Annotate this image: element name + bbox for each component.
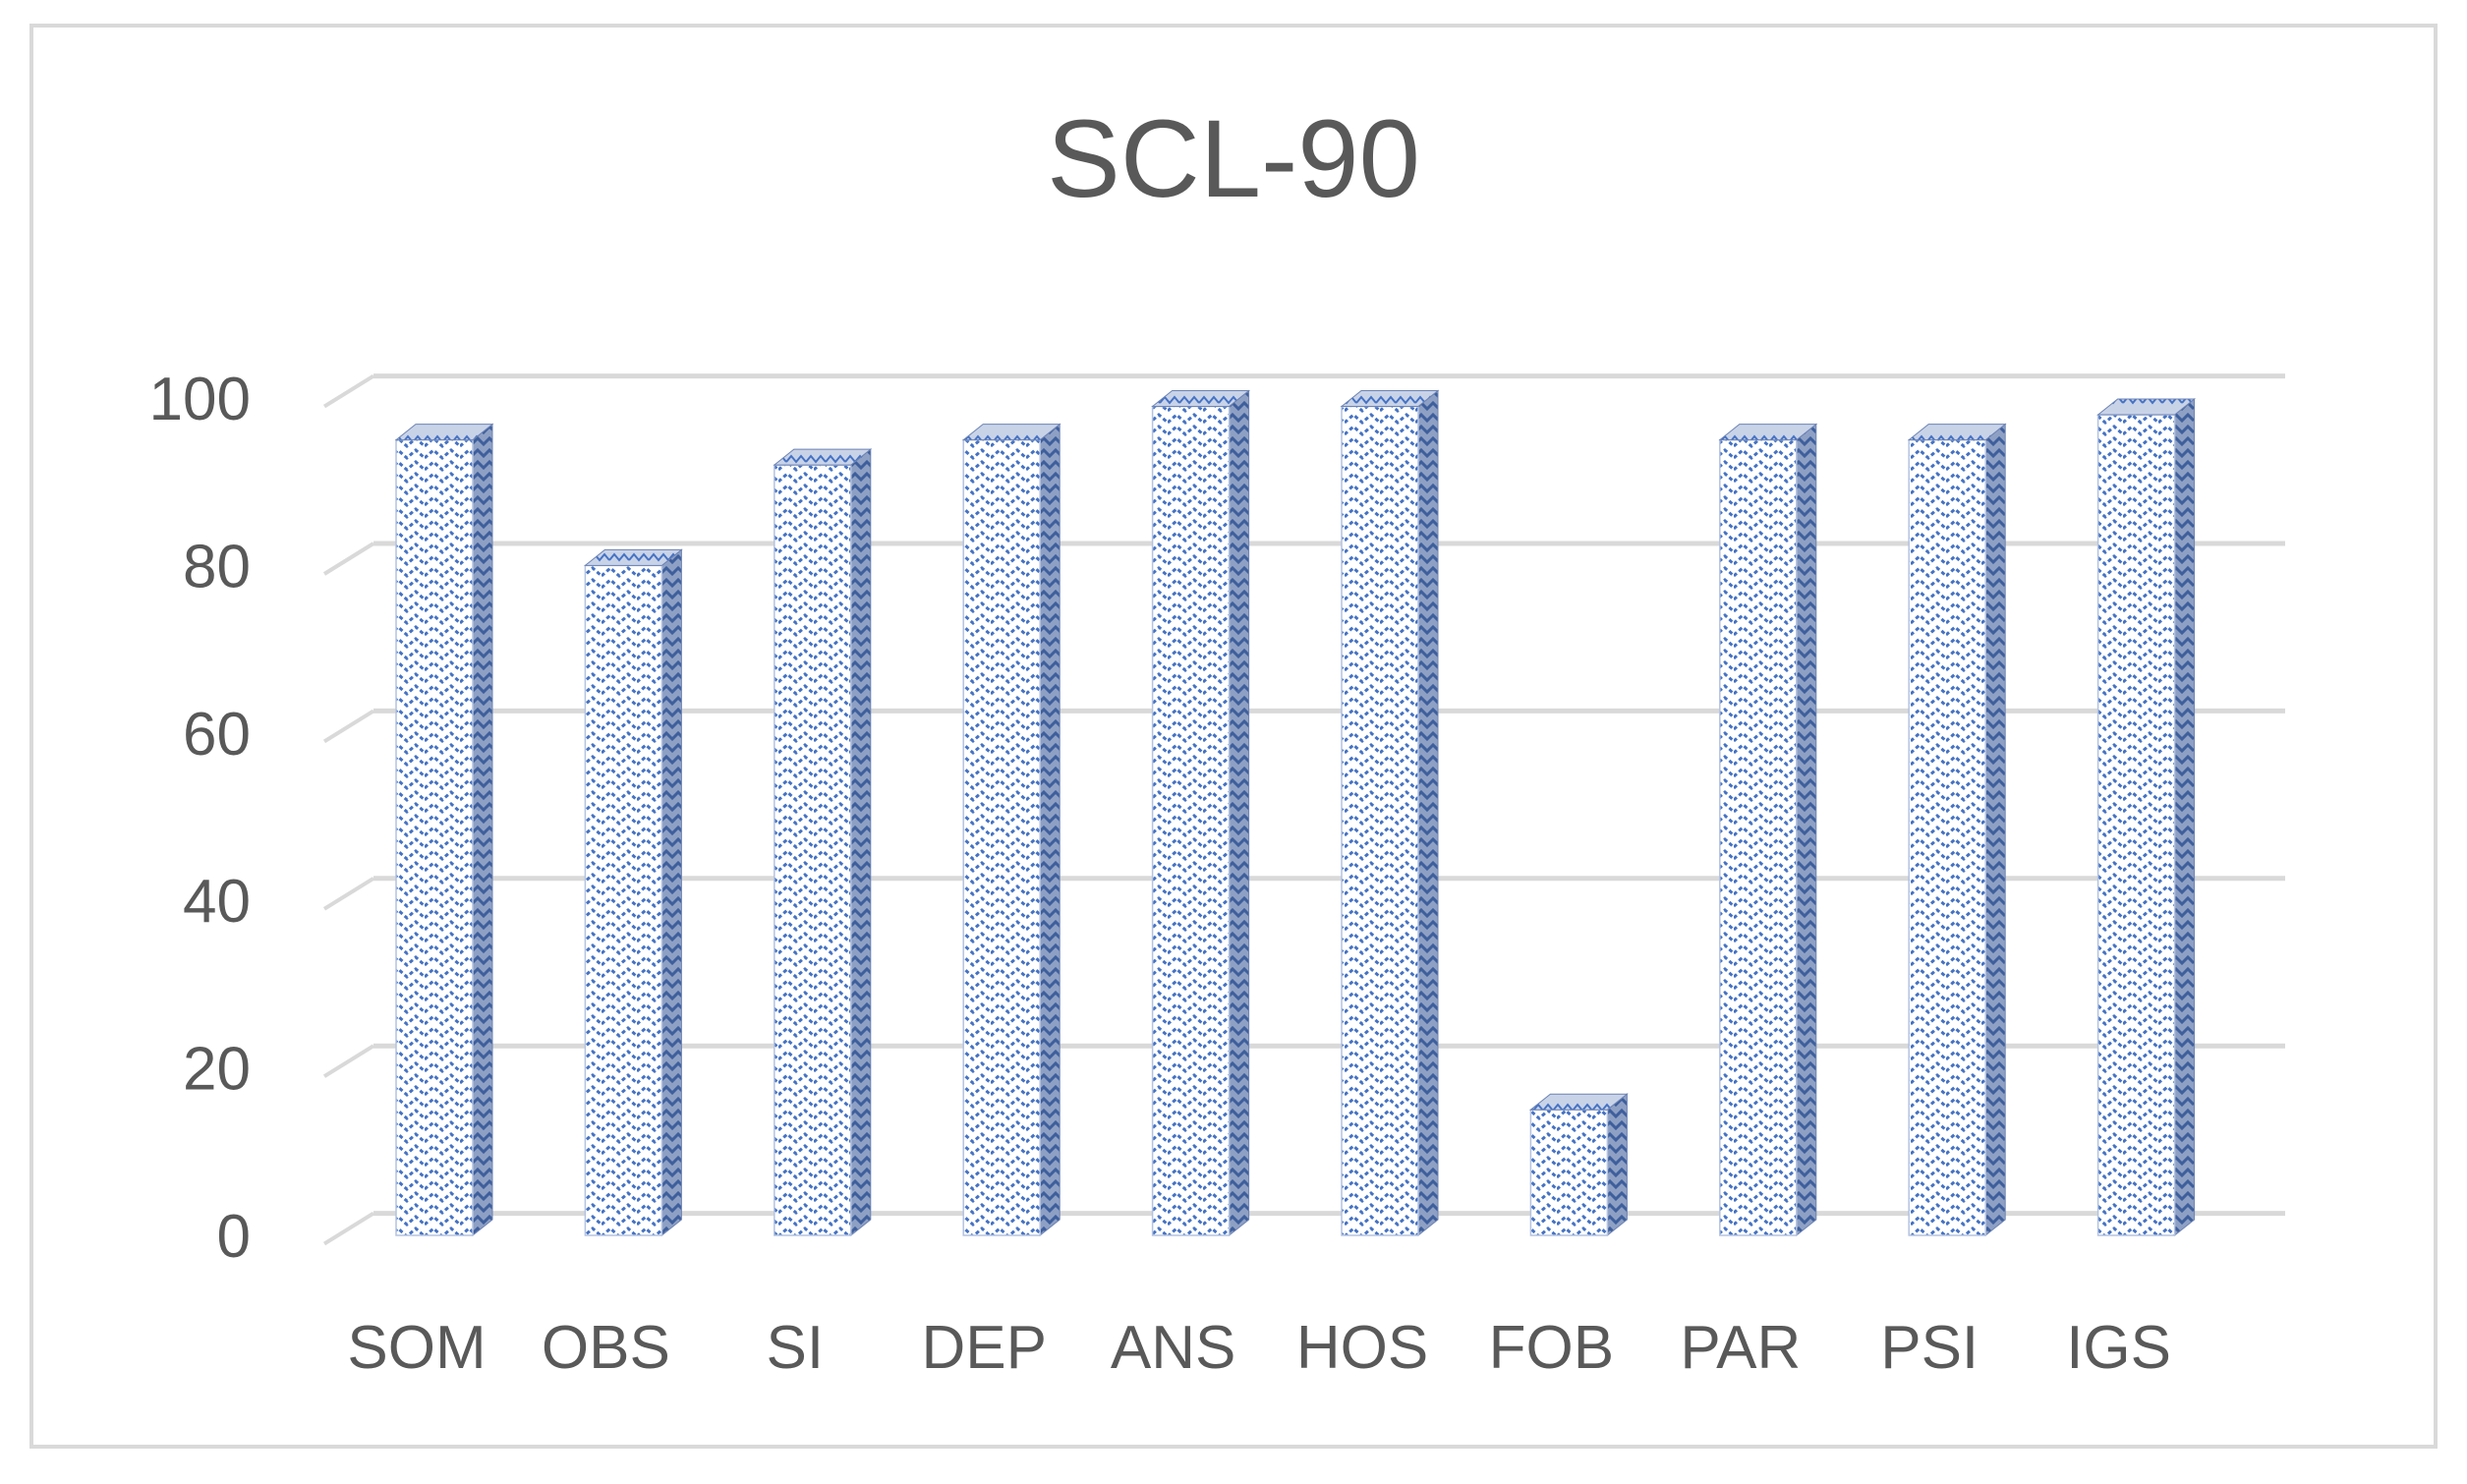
bar-front [1151,405,1231,1236]
bar-side [1796,423,1817,1237]
x-tick-label-par: PAR [1680,1314,1801,1382]
bar-front [584,564,663,1236]
y-tick-label: 60 [183,701,251,769]
x-tick-label-obs: OBS [542,1314,670,1382]
gridline-diagonal [322,709,375,744]
y-tick-label: 100 [149,366,251,433]
bar-fob [1528,1093,1629,1237]
x-tick-label-hos: HOS [1296,1314,1428,1382]
bar-front [1529,1109,1609,1236]
y-tick-label: 80 [183,533,251,600]
bar-par [1718,423,1818,1237]
bar-side [2174,397,2196,1237]
bar-side [1039,423,1061,1237]
gridline-diagonal [322,1211,375,1246]
x-axis-ticks: SOM OBS SI DEP ANS HOS FOB PAR PSI IGS [347,1314,2171,1382]
bars [394,389,2197,1237]
bar-front [962,438,1041,1236]
bar-front [395,438,474,1236]
bar-top [394,424,494,441]
bar-front [774,464,852,1236]
bar-ans [1151,389,1251,1237]
gridline-diagonal [322,373,375,409]
bar-front [1341,405,1419,1236]
bar-dep [961,423,1061,1237]
chart-title: SCL-90 [1047,97,1420,220]
bar-som [394,423,494,1237]
x-tick-label-dep: DEP [921,1314,1046,1382]
y-tick-label: 20 [183,1036,251,1104]
bar-side [660,548,682,1237]
bar-top [773,448,873,466]
x-tick-label-si: SI [767,1314,825,1382]
bar-top [961,424,1061,441]
bar-top [1907,424,2007,441]
bar-top [1718,424,1818,441]
y-tick-label: 40 [183,868,251,936]
gridline-diagonal [322,542,375,576]
bar-top [1340,390,1440,408]
x-tick-label-igs: IGS [2066,1314,2171,1382]
bar-top [1151,390,1251,408]
bar-top [1528,1093,1629,1111]
bar-side [472,423,493,1237]
bar-side [1984,423,2006,1237]
bar-side [850,448,872,1237]
bar-hos [1340,389,1440,1237]
bar-obs [583,548,683,1237]
gridline-diagonal [322,1044,375,1078]
bar-si [773,448,873,1237]
bar-side [1417,389,1439,1237]
x-tick-label-som: SOM [347,1314,486,1382]
x-tick-label-psi: PSI [1880,1314,1979,1382]
y-tick-label: 0 [217,1203,251,1271]
bar-side [1606,1093,1628,1237]
bar-front [1719,438,1798,1236]
bar-top [583,548,683,566]
bar-igs [2096,397,2197,1237]
bar-side [1229,389,1250,1237]
bar-psi [1907,423,2007,1237]
bar-front [1908,438,1986,1236]
x-tick-label-ans: ANS [1111,1314,1235,1382]
y-axis-ticks: 0 20 40 60 80 100 [149,366,251,1271]
x-tick-label-fob: FOB [1489,1314,1614,1382]
gridline-diagonal [322,877,375,911]
bar-top [2096,398,2197,416]
bar-front [2096,414,2176,1236]
